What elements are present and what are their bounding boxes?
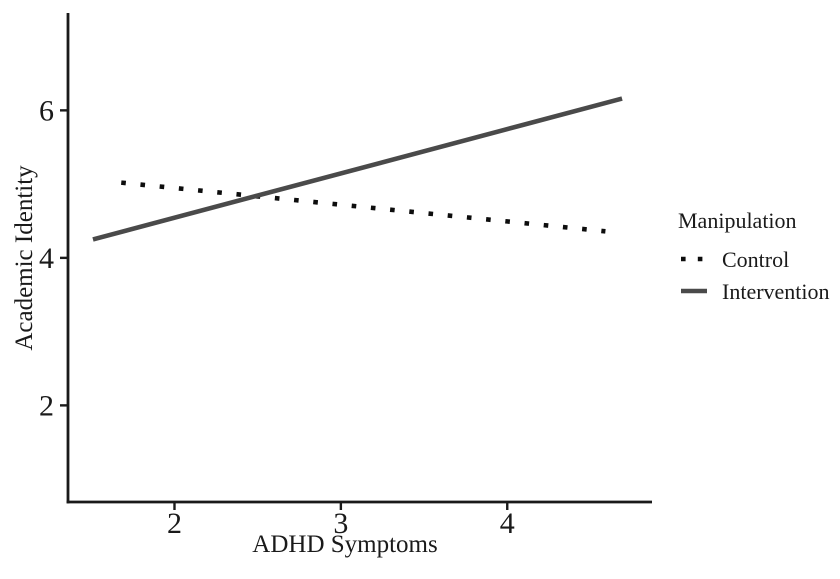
y-tick-label: 2 <box>39 389 54 422</box>
series-line-control <box>121 180 606 234</box>
x-tick-label: 4 <box>500 507 515 540</box>
legend-item-label: Control <box>722 247 789 272</box>
plot-series <box>92 96 623 242</box>
y-tick-label: 6 <box>39 94 54 127</box>
legend-item-intervention: Intervention <box>681 279 830 304</box>
x-tick-label: 3 <box>333 507 348 540</box>
legend: Manipulation Control Intervention <box>678 208 830 304</box>
legend-items: Control Intervention <box>681 247 830 304</box>
legend-title: Manipulation <box>678 208 797 233</box>
series-line-intervention <box>92 96 623 242</box>
axes: 2 3 4 2 4 6 <box>39 13 652 540</box>
y-axis-title: Academic Identity <box>11 165 38 351</box>
legend-item-control: Control <box>681 247 789 272</box>
y-tick-label: 4 <box>39 242 54 275</box>
x-tick-label: 2 <box>167 507 182 540</box>
x-axis-title: ADHD Symptoms <box>252 531 437 558</box>
legend-item-label: Intervention <box>722 279 830 304</box>
